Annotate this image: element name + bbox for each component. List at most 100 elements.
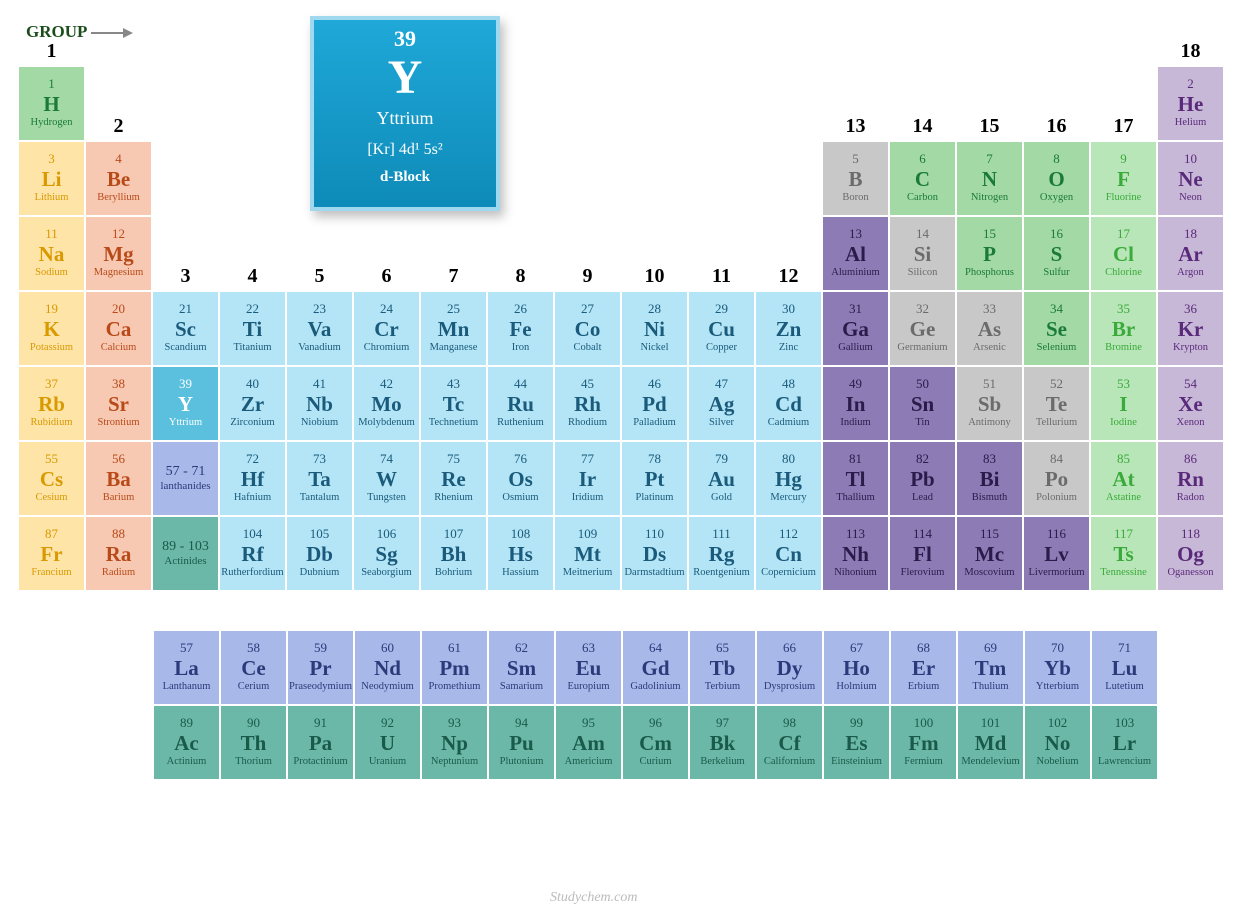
element-number: 115 xyxy=(980,527,999,541)
element-cell: 92UUranium xyxy=(354,705,421,780)
element-number: 34 xyxy=(1050,302,1063,316)
element-symbol: Zr xyxy=(241,392,264,417)
element-number: 63 xyxy=(582,641,595,655)
element-cell: 36KrKrypton xyxy=(1157,291,1224,366)
element-name: Oxygen xyxy=(1040,192,1073,205)
element-cell: 97BkBerkelium xyxy=(689,705,756,780)
element-symbol: Dy xyxy=(777,656,803,681)
element-name: Chromium xyxy=(364,342,410,355)
element-number: 80 xyxy=(782,452,795,466)
group-number: 15 xyxy=(956,115,1023,138)
element-name: Astatine xyxy=(1106,492,1141,505)
element-symbol: Nh xyxy=(842,542,869,567)
element-cell: 37RbRubidium xyxy=(18,366,85,441)
element-name: Scandium xyxy=(165,342,207,355)
element-number: 24 xyxy=(380,302,393,316)
element-number: 83 xyxy=(983,452,996,466)
element-number: 82 xyxy=(916,452,929,466)
element-symbol: Ge xyxy=(910,317,936,342)
element-cell: 43TcTechnetium xyxy=(420,366,487,441)
element-name: Hassium xyxy=(502,567,539,580)
element-symbol: Mc xyxy=(975,542,1004,567)
element-name: Silver xyxy=(709,417,734,430)
element-number: 1 xyxy=(48,77,55,91)
element-cell: 46PdPalladium xyxy=(621,366,688,441)
element-symbol: P xyxy=(983,242,996,267)
element-number: 48 xyxy=(782,377,795,391)
element-cell: 22TiTitanium xyxy=(219,291,286,366)
element-number: 27 xyxy=(581,302,594,316)
element-symbol: Hf xyxy=(241,467,264,492)
element-cell: 81TlThallium xyxy=(822,441,889,516)
element-name: Carbon xyxy=(907,192,938,205)
element-cell: 15PPhosphorus xyxy=(956,216,1023,291)
element-number: 57 xyxy=(180,641,193,655)
element-cell: 116LvLivermorium xyxy=(1023,516,1090,591)
element-cell: 27CoCobalt xyxy=(554,291,621,366)
element-symbol: W xyxy=(376,467,397,492)
element-symbol: Gd xyxy=(641,656,669,681)
element-cell: 76OsOsmium xyxy=(487,441,554,516)
element-name: Helium xyxy=(1175,117,1207,130)
element-name: Molybdenum xyxy=(358,417,415,430)
element-number: 66 xyxy=(783,641,796,655)
element-name: Nitrogen xyxy=(971,192,1008,205)
element-symbol: Ir xyxy=(579,467,597,492)
element-symbol: F xyxy=(1117,167,1130,192)
element-symbol: Cf xyxy=(778,731,800,756)
group-label-text: GROUP xyxy=(26,22,86,41)
element-cell: 2HeHelium xyxy=(1157,66,1224,141)
element-symbol: Mt xyxy=(574,542,601,567)
element-cell: 50SnTin xyxy=(889,366,956,441)
featured-symbol: Y xyxy=(314,54,496,102)
element-cell: 16SSulfur xyxy=(1023,216,1090,291)
element-cell: 89 - 103Actinides xyxy=(152,516,219,591)
element-name: Chlorine xyxy=(1105,267,1142,280)
element-symbol: Tl xyxy=(846,467,866,492)
element-cell: 44RuRuthenium xyxy=(487,366,554,441)
element-symbol: Bh xyxy=(441,542,467,567)
element-name: Cerium xyxy=(238,681,270,694)
element-name: Protactinium xyxy=(293,756,347,769)
element-name: Nickel xyxy=(641,342,669,355)
element-symbol: Re xyxy=(441,467,466,492)
element-name: Nihonium xyxy=(834,567,877,580)
element-number: 2 xyxy=(1187,77,1194,91)
element-symbol: Ti xyxy=(243,317,262,342)
element-cell: 35BrBromine xyxy=(1090,291,1157,366)
element-symbol: Po xyxy=(1045,467,1068,492)
element-number: 86 xyxy=(1184,452,1197,466)
element-name: Indium xyxy=(840,417,870,430)
element-number: 21 xyxy=(179,302,192,316)
element-number: 31 xyxy=(849,302,862,316)
element-symbol: Br xyxy=(1112,317,1135,342)
element-cell: 110DsDarmstadtium xyxy=(621,516,688,591)
element-cell: 95AmAmericium xyxy=(555,705,622,780)
element-number: 84 xyxy=(1050,452,1063,466)
element-cell: 99EsEinsteinium xyxy=(823,705,890,780)
group-number: 6 xyxy=(353,265,420,288)
element-cell: 5BBoron xyxy=(822,141,889,216)
element-cell: 75ReRhenium xyxy=(420,441,487,516)
element-name: Calcium xyxy=(101,342,137,355)
element-number: 6 xyxy=(919,152,926,166)
element-name: Meitnerium xyxy=(563,567,613,580)
element-cell: 105DbDubnium xyxy=(286,516,353,591)
element-cell: 56BaBarium xyxy=(85,441,152,516)
element-number: 33 xyxy=(983,302,996,316)
element-name: Silicon xyxy=(908,267,938,280)
element-symbol: Rn xyxy=(1177,467,1204,492)
element-cell: 113NhNihonium xyxy=(822,516,889,591)
element-name: Zirconium xyxy=(230,417,274,430)
element-symbol: Tb xyxy=(710,656,736,681)
element-symbol: La xyxy=(174,656,199,681)
element-name: Terbium xyxy=(705,681,740,694)
element-name: Zinc xyxy=(779,342,798,355)
element-name: Moscovium xyxy=(964,567,1014,580)
element-symbol: Pd xyxy=(642,392,667,417)
element-name: Osmium xyxy=(502,492,538,505)
element-name: Copper xyxy=(706,342,737,355)
element-number: 112 xyxy=(779,527,798,541)
element-cell: 24CrChromium xyxy=(353,291,420,366)
element-symbol: Eu xyxy=(576,656,602,681)
